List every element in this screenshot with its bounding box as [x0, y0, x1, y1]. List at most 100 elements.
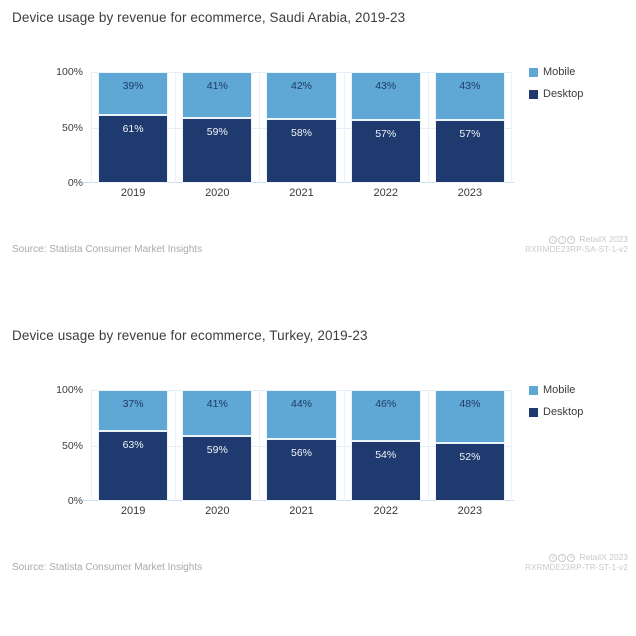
cc-license-icons: c i = [549, 235, 576, 244]
cc-by-icon: i [558, 553, 567, 562]
y-tick-label: 50% [61, 439, 83, 452]
legend-label: Desktop [543, 88, 584, 100]
stacked-bar-2022: 46% 54% [350, 390, 421, 501]
bar-slot: 41% 59% [175, 390, 259, 501]
bar-slot: 43% 57% [344, 72, 428, 183]
watermark-brand: RetailX 2023 [579, 234, 628, 244]
category-gridline [511, 390, 512, 501]
chart-title: Device usage by revenue for ecommerce, S… [12, 10, 406, 25]
legend: Mobile Desktop [529, 66, 583, 110]
bar-slot: 43% 57% [428, 72, 512, 183]
legend-label: Mobile [543, 384, 576, 396]
value-label: 52% [459, 451, 481, 464]
watermark-code: RXRMDE23RP-SA-ST-1-v2 [525, 245, 628, 254]
plot-area: 100% 50% 0% 37% 63% 41% 59% 44% 56% 46% 54% 48% 52%… [56, 384, 514, 517]
stacked-bar-2020: 41% 59% [182, 72, 253, 183]
bars: 37% 63% 41% 59% 44% 56% 46% 54% 48% 52% [91, 390, 512, 501]
stacked-bar-2020: 41% 59% [182, 390, 253, 501]
y-tick-label: 100% [56, 66, 83, 78]
segment-desktop: 56% [266, 438, 337, 501]
value-label: 61% [122, 123, 144, 136]
legend-label: Mobile [543, 66, 576, 78]
category-gridline [175, 390, 177, 501]
y-tick-label: 0% [67, 495, 83, 507]
x-tick-label: 2021 [289, 187, 314, 199]
x-tick-label: 2020 [205, 187, 230, 199]
bar-slot: 39% 61% [91, 72, 175, 183]
source-note: Source: Statista Consumer Market Insight… [12, 244, 203, 255]
bar-slot: 44% 56% [259, 390, 343, 501]
segment-desktop: 59% [182, 435, 253, 501]
value-label: 41% [206, 398, 228, 410]
y-tick-label: 0% [67, 177, 83, 189]
segment-mobile: 42% [266, 72, 337, 119]
value-label: 44% [291, 398, 313, 410]
segment-desktop: 52% [434, 443, 506, 501]
chart-title: Device usage by revenue for ecommerce, T… [12, 328, 368, 343]
category-gridline [91, 72, 92, 183]
value-label: 46% [375, 398, 397, 410]
y-tick-label: 50% [61, 121, 83, 134]
bar-slot: 41% 59% [175, 72, 259, 183]
x-tick-label: 2020 [205, 505, 230, 517]
legend-item-desktop: Desktop [529, 88, 583, 100]
value-label: 59% [206, 125, 228, 138]
segment-mobile: 37% [98, 390, 169, 432]
watermark: c i = RetailX 2023 RXRMDE23RP-TR-ST-1-v2 [525, 552, 628, 573]
value-label: 37% [122, 398, 144, 410]
segment-desktop: 59% [182, 117, 253, 183]
x-tick-label: 2021 [289, 505, 314, 517]
chart-turkey: Device usage by revenue for ecommerce, T… [0, 318, 636, 636]
stacked-bar-2023: 43% 57% [434, 72, 506, 183]
source-note: Source: Statista Consumer Market Insight… [12, 562, 203, 573]
segment-desktop: 61% [98, 115, 169, 183]
value-label: 57% [459, 127, 481, 140]
bar-slot: 48% 52% [428, 390, 512, 501]
stacked-bar-2019: 37% 63% [98, 390, 169, 501]
segment-desktop: 57% [434, 119, 506, 183]
legend-swatch-icon [529, 407, 538, 417]
x-tick-label: 2023 [457, 505, 483, 517]
bars: 39% 61% 41% 59% 42% 58% 43% 57% 43% 57% [91, 72, 512, 183]
category-gridline [343, 390, 345, 501]
cc-nd-icon: = [567, 235, 576, 244]
legend-swatch-icon [529, 385, 538, 395]
segment-desktop: 57% [350, 119, 421, 183]
bar-slot: 37% 63% [91, 390, 175, 501]
legend-label: Desktop [543, 406, 584, 418]
watermark-brand: RetailX 2023 [579, 552, 628, 562]
value-label: 56% [291, 446, 313, 459]
category-gridline [259, 72, 261, 183]
x-axis-labels: 2019 2020 2021 2022 2023 [91, 505, 512, 517]
cc-icon: c [549, 235, 558, 244]
value-label: 43% [459, 80, 481, 92]
plot-area: 100% 50% 0% 39% 61% 41% 59% 42% 58% 43% 57% 43% 57%… [56, 66, 514, 199]
stacked-bar-2022: 43% 57% [350, 72, 421, 183]
cc-license-icons: c i = [549, 553, 576, 562]
category-gridline [511, 72, 512, 183]
value-label: 41% [206, 80, 228, 92]
category-gridline [259, 390, 261, 501]
bar-slot: 46% 54% [344, 390, 428, 501]
value-label: 58% [291, 126, 313, 139]
x-axis-labels: 2019 2020 2021 2022 2023 [91, 187, 512, 199]
value-label: 59% [206, 443, 228, 456]
value-label: 54% [375, 449, 397, 462]
segment-mobile: 44% [266, 390, 337, 439]
cc-nd-icon: = [567, 553, 576, 562]
y-tick-label: 100% [56, 384, 83, 396]
value-label: 48% [459, 398, 481, 410]
legend-item-desktop: Desktop [529, 406, 583, 418]
cc-icon: c [549, 553, 558, 562]
watermark: c i = RetailX 2023 RXRMDE23RP-SA-ST-1-v2 [525, 234, 628, 255]
value-label: 63% [122, 439, 144, 452]
category-gridline [427, 390, 429, 501]
x-tick-label: 2022 [373, 187, 398, 199]
segment-desktop: 63% [98, 431, 169, 501]
value-label: 57% [375, 127, 397, 140]
category-gridline [175, 72, 177, 183]
cc-by-icon: i [558, 235, 567, 244]
stacked-bar-2023: 48% 52% [434, 390, 506, 501]
x-tick-label: 2022 [373, 505, 398, 517]
segment-mobile: 43% [350, 72, 421, 120]
